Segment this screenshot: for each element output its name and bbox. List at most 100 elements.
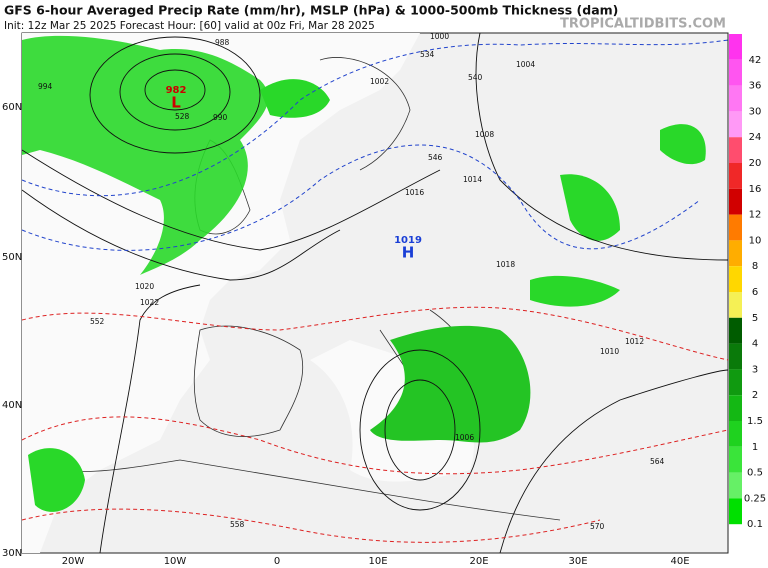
colorbar-label: 0.1 bbox=[747, 519, 763, 530]
isobar bbox=[384, 379, 456, 481]
colorbar-swatch bbox=[729, 472, 742, 499]
thickness-label: 570 bbox=[590, 522, 605, 531]
colorbar-swatch bbox=[729, 369, 742, 396]
colorbar-swatch bbox=[729, 59, 742, 86]
thickness-label: 552 bbox=[90, 317, 105, 326]
colorbar-label: 0.25 bbox=[744, 493, 766, 504]
isobar-label: 1006 bbox=[455, 433, 474, 442]
isobar-label: 988 bbox=[215, 38, 230, 47]
latitude-label: 60N bbox=[2, 102, 22, 113]
isobar bbox=[99, 284, 201, 554]
pressure-letter: L bbox=[171, 94, 181, 112]
colorbar-swatch bbox=[729, 240, 742, 267]
latitude-label: 40N bbox=[2, 400, 22, 411]
longitude-label: 20E bbox=[469, 556, 488, 567]
longitude-label: 20W bbox=[62, 556, 85, 567]
longitude-label: 40E bbox=[670, 556, 689, 567]
isobar bbox=[21, 149, 441, 251]
colorbar-swatch bbox=[729, 266, 742, 292]
subtitle: Init: 12z Mar 25 2025 Forecast Hour: [60… bbox=[4, 20, 375, 32]
precip-area bbox=[28, 448, 85, 512]
colorbar-swatch bbox=[729, 34, 742, 60]
colorbar-swatch bbox=[729, 188, 742, 215]
longitude-label: 0 bbox=[274, 556, 280, 567]
title: GFS 6-hour Averaged Precip Rate (mm/hr),… bbox=[4, 3, 618, 18]
longitude-label: 10W bbox=[164, 556, 187, 567]
thickness-line bbox=[21, 416, 729, 475]
pressure-value: 1019 bbox=[394, 235, 422, 246]
isobar bbox=[475, 32, 729, 261]
isobar bbox=[119, 53, 231, 131]
colorbar-swatch bbox=[729, 214, 742, 241]
isobar-label: 1020 bbox=[135, 282, 154, 291]
colorbar-swatch bbox=[729, 395, 742, 421]
isobar-label: 1016 bbox=[405, 188, 424, 197]
isobar-label: 1000 bbox=[430, 32, 449, 41]
coastline bbox=[29, 459, 561, 521]
isobar-label: 1008 bbox=[475, 130, 494, 139]
colorbar-label: 0.5 bbox=[747, 468, 763, 479]
thickness-label: 558 bbox=[230, 520, 245, 529]
isobar-label: 1004 bbox=[516, 60, 535, 69]
colorbar-swatch bbox=[729, 343, 742, 370]
precip-area bbox=[22, 35, 269, 275]
thickness-line bbox=[21, 144, 701, 251]
thickness-label: 546 bbox=[428, 153, 443, 162]
latitude-label: 50N bbox=[2, 252, 22, 263]
colorbar-label: 16 bbox=[749, 184, 762, 195]
colorbar-swatch bbox=[729, 85, 742, 112]
colorbar-label: 6 bbox=[752, 287, 758, 298]
isobar-label: 1018 bbox=[496, 260, 515, 269]
isobar bbox=[89, 36, 261, 154]
colorbar-swatch bbox=[729, 421, 742, 447]
colorbar-label: 30 bbox=[749, 106, 762, 117]
precip-area bbox=[660, 124, 706, 165]
colorbar-swatch bbox=[729, 317, 742, 344]
thickness-label: 534 bbox=[420, 50, 435, 59]
longitude-label: 30E bbox=[568, 556, 587, 567]
isobar-label: 1014 bbox=[463, 175, 482, 184]
thickness-line bbox=[21, 508, 601, 543]
colorbar-swatch bbox=[729, 111, 742, 138]
longitude-label: 10E bbox=[368, 556, 387, 567]
colorbar-label: 1 bbox=[752, 442, 758, 453]
thickness-label: 540 bbox=[468, 73, 483, 82]
colorbar-label: 8 bbox=[752, 261, 758, 272]
isobar-label: 1012 bbox=[625, 337, 644, 346]
isobar-label: 990 bbox=[213, 113, 228, 122]
colorbar-swatch bbox=[729, 137, 742, 163]
colorbar-label: 24 bbox=[749, 132, 762, 143]
colorbar-label: 20 bbox=[749, 158, 762, 169]
colorbar-label: 4 bbox=[752, 339, 758, 350]
pressure-value: 982 bbox=[166, 85, 187, 96]
colorbar-label: 36 bbox=[749, 81, 762, 92]
coastline bbox=[319, 57, 411, 171]
isobar-label: 1022 bbox=[140, 298, 159, 307]
colorbar-label: 2 bbox=[752, 390, 758, 401]
precip-area bbox=[560, 174, 620, 241]
colorbar-label: 42 bbox=[749, 55, 762, 66]
precip-area bbox=[260, 79, 330, 118]
isobar bbox=[144, 69, 206, 111]
colorbar-label: 12 bbox=[749, 210, 762, 221]
isobar-label: 1002 bbox=[370, 77, 389, 86]
colorbar-label: 3 bbox=[752, 364, 758, 375]
isobar bbox=[499, 369, 729, 554]
thickness-label: 564 bbox=[650, 457, 665, 466]
thickness-label: 528 bbox=[175, 112, 190, 121]
colorbar-swatch bbox=[729, 292, 742, 318]
colorbar-label: 5 bbox=[752, 313, 758, 324]
isobars bbox=[21, 32, 729, 554]
isobar bbox=[359, 349, 481, 511]
colorbar-label: 10 bbox=[749, 235, 762, 246]
pressure-letter: H bbox=[402, 244, 415, 262]
colorbar-label: 1.5 bbox=[747, 416, 763, 427]
isobar-label: 994 bbox=[38, 82, 53, 91]
thickness-lines bbox=[21, 39, 729, 543]
map-area bbox=[21, 32, 729, 554]
isobar-label: 1010 bbox=[600, 347, 619, 356]
coastline bbox=[193, 325, 304, 437]
precip-area bbox=[530, 275, 620, 307]
isobar bbox=[21, 189, 341, 281]
